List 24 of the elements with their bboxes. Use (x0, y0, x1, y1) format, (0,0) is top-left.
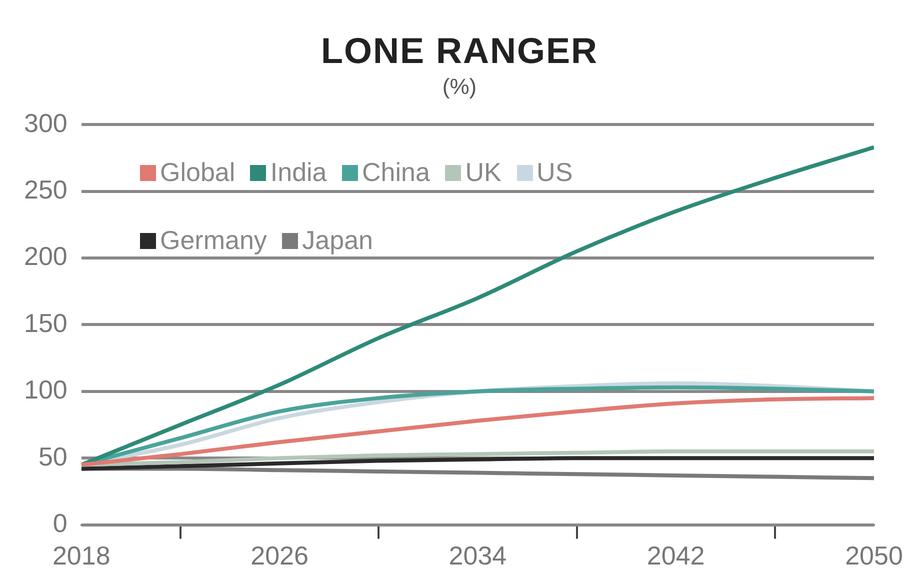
x-tick-label: 2042 (646, 540, 705, 571)
chart-subtitle: (%) (441, 74, 478, 100)
x-tick-label: 2034 (448, 540, 507, 571)
y-tick-label: 0 (52, 508, 68, 538)
line-series (81, 466, 874, 480)
chart-title: LONE RANGER (320, 30, 599, 72)
x-tick-label: 2050 (845, 540, 903, 571)
legend-label: UK (465, 157, 502, 187)
legend-label: Global (160, 157, 236, 187)
legend-label: Japan (302, 225, 373, 255)
legend-label: Germany (160, 225, 267, 255)
line-series (81, 449, 874, 467)
y-tick-label: 250 (24, 174, 68, 204)
legend-label: US (536, 157, 573, 187)
legend-label: China (362, 157, 430, 187)
y-tick-label: 50 (38, 441, 68, 472)
y-tick-label: 150 (24, 308, 68, 338)
y-tick-label: 200 (24, 241, 68, 272)
x-tick-label: 2026 (250, 540, 308, 571)
y-tick-label: 100 (24, 374, 68, 405)
legend-label: India (270, 157, 327, 187)
line-series (81, 456, 874, 471)
y-tick-label: 300 (24, 108, 68, 138)
x-tick-label: 2018 (52, 540, 110, 571)
